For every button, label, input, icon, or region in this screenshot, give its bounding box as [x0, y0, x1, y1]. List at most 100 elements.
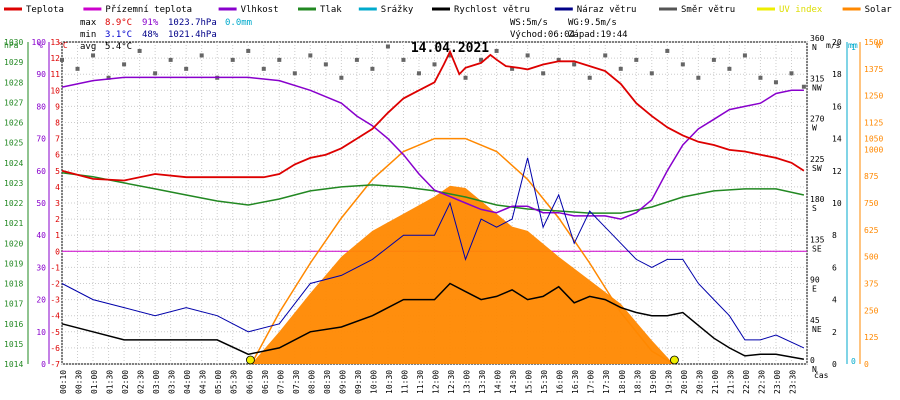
stat-max-press: 1023.7hPa	[168, 18, 217, 28]
series-wind-dir-point-0	[60, 57, 64, 62]
tick-c-9: 2	[55, 215, 60, 224]
stat-max-hum: 91%	[142, 18, 159, 28]
chart-title: 14.04.2021	[411, 41, 489, 56]
tick-pct-9: 90	[36, 70, 46, 79]
marker-sunrise	[246, 355, 255, 365]
legend-label-1: Přízemní teplota	[105, 5, 192, 15]
tick-dir-compass-3: SE	[812, 244, 822, 253]
legend-label-7: Směr větru	[681, 5, 735, 15]
legend-label-8: UV index	[779, 5, 823, 15]
tick-w-6: 750	[864, 199, 879, 208]
unit-w: W	[876, 41, 881, 50]
tick-x-45: 22:30	[757, 370, 766, 394]
tick-x-21: 10:30	[385, 370, 394, 394]
unit-pct: %	[38, 41, 43, 50]
series-wind-dir-point-8	[184, 66, 189, 71]
tick-w-5: 625	[864, 226, 879, 235]
tick-hpa-1: 1015	[4, 340, 23, 349]
unit-mm: mm	[848, 41, 858, 50]
tick-c-14: 7	[55, 135, 60, 144]
tick-hpa-3: 1017	[4, 300, 23, 309]
series-wind-dir-point-29	[510, 66, 515, 71]
unit-ms: m/s	[826, 41, 841, 50]
tick-x-4: 02:00	[121, 370, 130, 394]
tick-x-0: 00:10	[59, 370, 68, 394]
tick-x-27: 13:30	[478, 370, 487, 394]
tick-dir-0: 0	[810, 356, 815, 365]
tick-x-9: 04:30	[199, 370, 208, 394]
stat-min-hum: 48%	[142, 30, 159, 40]
series-wind-dir-point-48	[801, 84, 806, 89]
tick-pct-8: 80	[36, 102, 46, 111]
tick-dir-4: 180	[810, 195, 825, 204]
series-wind-dir-point-45	[758, 75, 763, 80]
legend-label-2: Vlhkost	[241, 5, 279, 15]
tick-pct-10: 100	[32, 38, 47, 47]
series-wind-dir-point-9	[199, 53, 204, 58]
tick-hpa-0: 1014	[4, 360, 23, 369]
unit-hpa: hPa	[4, 41, 19, 50]
marker-sunset	[670, 355, 679, 365]
tick-hpa-8: 1022	[4, 199, 23, 208]
tick-ms-1: 2	[832, 328, 837, 337]
series-wind-dir-point-26	[463, 75, 468, 80]
tick-c-19: 12	[50, 54, 60, 63]
series-wind-dir-point-39	[665, 48, 670, 53]
sunset-time: Západ:19:44	[568, 30, 628, 40]
tick-ms-3: 6	[832, 263, 837, 272]
tick-x-5: 02:30	[137, 370, 146, 394]
tick-x-47: 23:30	[788, 370, 797, 394]
tick-x-10: 05:00	[214, 370, 223, 394]
tick-x-28: 14:00	[494, 370, 503, 394]
tick-x-46: 23:00	[773, 370, 782, 394]
tick-pct-3: 30	[36, 263, 46, 272]
tick-w-13: 1500	[864, 38, 883, 47]
tick-ms-5: 10	[832, 199, 842, 208]
series-wind-dir-point-12	[246, 48, 251, 53]
tick-w-8: 1000	[864, 145, 883, 154]
tick-ms-8: 16	[832, 102, 842, 111]
series-wind-dir-point-32	[556, 57, 561, 62]
tick-x-15: 07:30	[292, 370, 301, 394]
tick-x-11: 05:30	[230, 370, 239, 394]
tick-mm-1: 1	[851, 43, 856, 52]
tick-pct-7: 70	[36, 135, 46, 144]
tick-x-30: 15:00	[525, 370, 534, 394]
tick-dir-1: 45	[810, 316, 820, 325]
tick-c-15: 8	[55, 119, 60, 128]
sunrise-time: Východ:06:04	[510, 30, 575, 40]
legend: Teplota Přízemní teplota Vlhkost Tlak Srážky…	[4, 5, 892, 15]
series-wind-dir-point-28	[494, 48, 499, 53]
tick-hpa-5: 1019	[4, 259, 23, 268]
tick-hpa-14: 1028	[4, 78, 23, 87]
tick-x-38: 19:00	[649, 370, 658, 394]
tick-x-18: 09:00	[338, 370, 347, 394]
tick-w-7: 875	[864, 172, 879, 181]
series-wind-dir-point-20	[370, 66, 375, 71]
tick-x-20: 10:00	[369, 370, 378, 394]
tick-x-23: 11:30	[416, 370, 425, 394]
tick-x-29: 14:30	[509, 370, 518, 394]
tick-dir-compass-0: N	[812, 365, 817, 374]
series-solar-max-line	[250, 137, 674, 365]
tick-x-31: 15:30	[540, 370, 549, 394]
tick-mm-0: 0	[851, 357, 856, 366]
tick-x-1: 00:30	[75, 370, 84, 394]
tick-x-35: 17:30	[602, 370, 611, 394]
tick-x-36: 18:00	[618, 370, 627, 394]
tick-w-3: 375	[864, 280, 879, 289]
tick-x-33: 16:30	[571, 370, 580, 394]
series-wind-dir-point-2	[91, 53, 96, 58]
stat-min-label: min	[80, 30, 96, 40]
tick-dir-8: 360	[810, 34, 825, 43]
unit-c: °C	[58, 41, 68, 50]
tick-x-34: 17:00	[587, 370, 596, 394]
tick-w-9: 1050	[864, 135, 883, 144]
tick-c-16: 9	[55, 102, 60, 111]
legend-label-5: Rychlost větru	[454, 5, 530, 15]
tick-hpa-2: 1016	[4, 320, 23, 329]
series-wind-dir-point-31	[541, 71, 546, 76]
series-wind-dir-point-23	[416, 71, 421, 76]
tick-pct-0: 0	[41, 360, 46, 369]
series-wind-dir-point-41	[696, 75, 701, 80]
